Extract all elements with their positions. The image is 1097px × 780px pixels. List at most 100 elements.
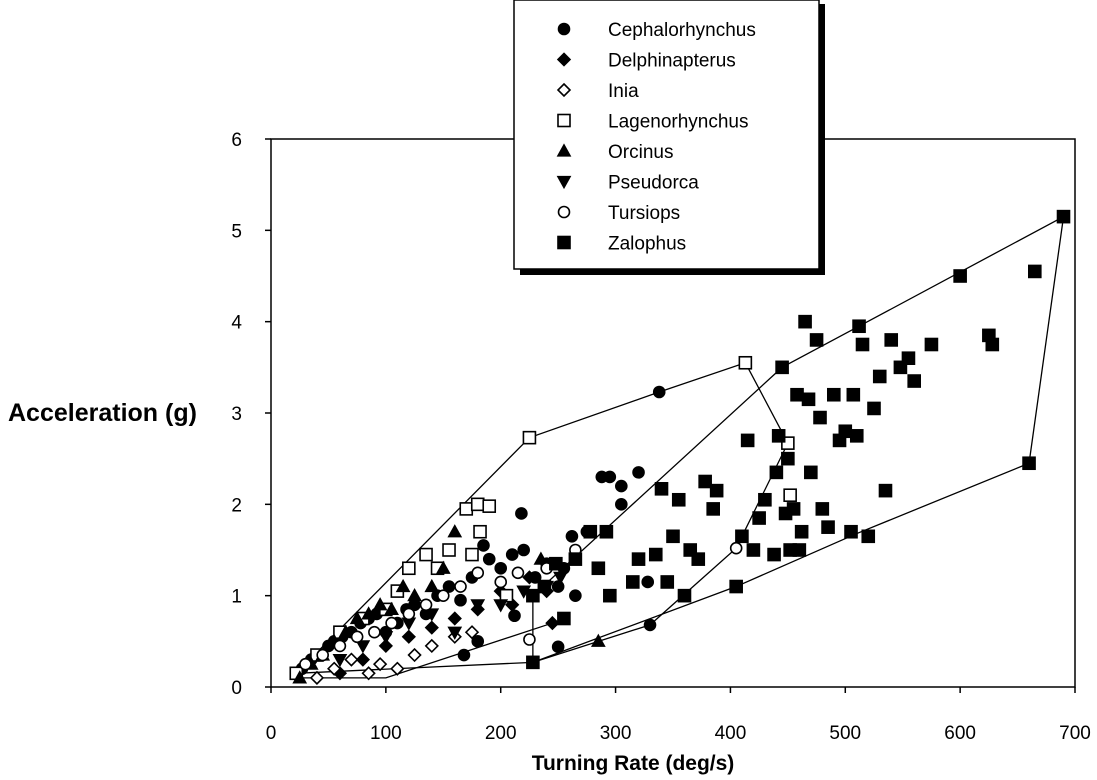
data-point (419, 547, 433, 562)
data-point (372, 657, 388, 672)
data-point (809, 333, 824, 347)
data-point (471, 635, 485, 648)
data-point (473, 524, 487, 539)
data-point (590, 633, 606, 647)
series-tursiops (299, 541, 743, 671)
data-point (494, 561, 508, 575)
legend-label: Cephalorhynchus (608, 20, 756, 41)
data-points (289, 209, 1071, 685)
data-point (953, 269, 967, 283)
series-delphinapterus (332, 570, 560, 681)
data-point (553, 571, 568, 586)
data-point (615, 498, 628, 511)
data-point (855, 337, 870, 352)
data-point (821, 520, 835, 534)
data-point (872, 369, 887, 384)
data-point (698, 474, 712, 489)
data-point (706, 502, 721, 516)
data-point (735, 529, 749, 544)
data-point (442, 543, 456, 557)
data-point (424, 608, 440, 622)
series-orcinus (292, 524, 606, 684)
legend-label: Orcinus (608, 142, 673, 163)
data-point (402, 561, 416, 576)
legend-marker (557, 22, 571, 36)
data-point (740, 433, 755, 448)
data-point (407, 647, 422, 663)
data-point (660, 575, 675, 589)
data-point (565, 529, 579, 543)
data-point (801, 392, 816, 407)
data-point (447, 524, 463, 538)
data-point (691, 552, 706, 566)
legend-marker (556, 175, 572, 190)
data-point (666, 529, 680, 544)
data-point (390, 661, 405, 676)
data-point (901, 351, 916, 366)
data-point (424, 620, 439, 635)
x-tick-label: 400 (715, 723, 747, 744)
outline-envelope-small (296, 622, 553, 679)
data-point (677, 588, 692, 603)
data-point (299, 657, 312, 671)
data-point (849, 429, 864, 443)
legend-label: Delphinapterus (608, 51, 736, 72)
data-point (372, 597, 388, 611)
data-point (781, 451, 795, 466)
data-point (648, 547, 663, 562)
data-point (482, 499, 497, 513)
data-point (729, 541, 743, 555)
data-point (378, 638, 393, 654)
data-point (752, 511, 766, 525)
data-point (457, 648, 471, 662)
data-point (838, 424, 853, 439)
x-tick-label: 300 (600, 723, 632, 744)
x-tick-label: 500 (829, 723, 861, 744)
data-point (643, 618, 657, 632)
legend-marker (556, 52, 572, 67)
y-tick-label: 5 (231, 221, 242, 242)
data-point (511, 566, 525, 580)
data-point (526, 588, 540, 603)
data-point (459, 502, 474, 516)
legend-label: Lagenorhynchus (608, 112, 749, 133)
data-point (385, 616, 398, 630)
data-point (775, 360, 789, 375)
data-point (867, 401, 881, 416)
y-axis-title: Acceleration (g) (8, 399, 197, 427)
data-point (846, 387, 861, 402)
data-point (517, 543, 530, 557)
data-point (790, 387, 804, 402)
legend-label: Inia (608, 81, 639, 102)
y-tick-label: 3 (231, 404, 242, 425)
data-point (522, 430, 537, 445)
legend-label: Pseudorca (608, 173, 699, 194)
legend-marker (557, 235, 571, 250)
data-point (505, 548, 519, 561)
data-point (1028, 264, 1042, 279)
data-point (615, 479, 628, 493)
data-point (309, 670, 325, 685)
data-point (522, 570, 537, 585)
data-point (378, 631, 394, 645)
legend-marker (557, 113, 571, 128)
data-point (746, 543, 761, 557)
data-point (632, 466, 645, 479)
data-point (804, 465, 818, 480)
data-point (361, 606, 376, 620)
data-point (852, 319, 866, 334)
data-point (568, 552, 583, 566)
data-point (338, 624, 354, 638)
data-point (758, 492, 772, 507)
data-point (327, 661, 342, 676)
data-point (878, 483, 893, 498)
data-point (603, 470, 617, 484)
data-point (368, 625, 381, 639)
data-point (384, 601, 399, 615)
y-tick-label: 4 (231, 313, 242, 334)
data-point (729, 579, 743, 594)
data-point (436, 589, 450, 602)
data-point (738, 355, 753, 370)
data-point (652, 385, 666, 399)
